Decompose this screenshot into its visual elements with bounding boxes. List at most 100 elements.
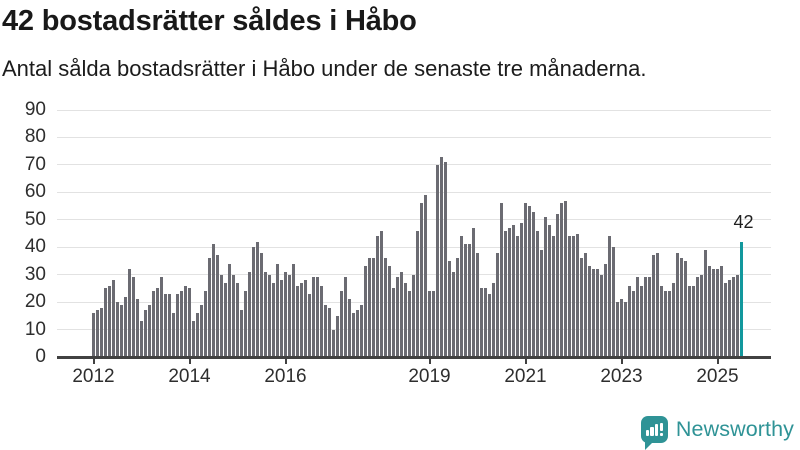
bar xyxy=(644,277,647,356)
bar xyxy=(252,247,255,356)
bar xyxy=(588,266,591,356)
bar xyxy=(216,255,219,356)
bar xyxy=(132,277,135,356)
bar xyxy=(688,285,691,356)
bar xyxy=(476,252,479,356)
bar xyxy=(556,214,559,356)
bar xyxy=(176,293,179,356)
bar xyxy=(480,288,483,356)
bar xyxy=(320,285,323,356)
speech-bubble-tail xyxy=(644,441,654,450)
bar xyxy=(112,280,115,356)
x-tick-mark xyxy=(620,358,623,364)
bar xyxy=(380,230,383,356)
bar xyxy=(296,285,299,356)
x-axis-line xyxy=(57,356,771,359)
bar xyxy=(360,304,363,356)
x-tick-mark xyxy=(188,358,191,364)
bar xyxy=(636,277,639,356)
gridline-70 xyxy=(57,164,771,166)
gridline-50 xyxy=(57,219,771,221)
bar xyxy=(416,230,419,356)
bar xyxy=(716,269,719,356)
bar xyxy=(240,310,243,356)
bar xyxy=(392,288,395,356)
bar xyxy=(144,310,147,356)
y-tick-label: 60 xyxy=(24,181,46,203)
bar xyxy=(568,236,571,356)
bar xyxy=(436,164,439,356)
bar xyxy=(608,236,611,356)
bar xyxy=(108,285,111,356)
bar xyxy=(708,266,711,356)
bar xyxy=(332,329,335,356)
x-tick-label: 2016 xyxy=(264,366,307,387)
bar xyxy=(172,313,175,356)
bar xyxy=(124,296,127,356)
bar xyxy=(724,282,727,356)
x-tick-mark xyxy=(92,358,95,364)
bar xyxy=(312,277,315,356)
y-tick-label: 20 xyxy=(24,291,46,313)
bar xyxy=(100,307,103,356)
bar xyxy=(424,195,427,356)
bar xyxy=(508,228,511,356)
bar xyxy=(264,271,267,356)
gridline-90 xyxy=(57,109,771,111)
value-annotation: 42 xyxy=(733,211,754,232)
x-tick-mark xyxy=(524,358,527,364)
bar xyxy=(528,206,531,356)
bar xyxy=(524,203,527,356)
bar xyxy=(440,156,443,356)
bar xyxy=(516,236,519,356)
bar xyxy=(684,260,687,356)
bar xyxy=(232,274,235,356)
bar xyxy=(492,282,495,356)
bar xyxy=(388,266,391,356)
y-tick-label: 10 xyxy=(24,318,46,340)
bar xyxy=(692,285,695,356)
highlighted-bar xyxy=(740,241,743,356)
bar xyxy=(448,260,451,356)
bar xyxy=(276,263,279,356)
x-tick-label: 2023 xyxy=(600,366,643,387)
y-tick-label: 30 xyxy=(24,263,46,285)
bar xyxy=(168,293,171,356)
bar xyxy=(164,293,167,356)
bar xyxy=(192,321,195,356)
y-tick-label: 90 xyxy=(24,99,46,120)
bar xyxy=(352,313,355,356)
x-tick-label: 2019 xyxy=(408,366,451,387)
x-tick-label: 2025 xyxy=(696,366,739,387)
bar xyxy=(256,241,259,356)
bar xyxy=(212,244,215,356)
bar xyxy=(188,288,191,356)
bar xyxy=(204,291,207,356)
bar xyxy=(472,228,475,356)
bar xyxy=(288,274,291,356)
bar xyxy=(604,263,607,356)
bar xyxy=(136,299,139,356)
newsworthy-wordmark: Newsworthy xyxy=(675,417,794,441)
bar xyxy=(520,222,523,356)
bar xyxy=(616,302,619,356)
bar xyxy=(536,230,539,356)
x-tick-mark xyxy=(284,358,287,364)
chart-subtitle: Antal sålda bostadsrätter i Håbo under d… xyxy=(2,55,647,81)
bar xyxy=(620,299,623,356)
bar xyxy=(460,236,463,356)
bar xyxy=(152,291,155,356)
bar xyxy=(484,288,487,356)
bar xyxy=(272,282,275,356)
newsworthy-speech-bubble-chart-icon xyxy=(640,416,668,450)
bar xyxy=(540,249,543,356)
x-tick-label: 2012 xyxy=(72,366,115,387)
bar xyxy=(488,293,491,356)
bar xyxy=(720,266,723,356)
newsworthy-logo[interactable]: Newsworthy xyxy=(640,416,794,450)
bar xyxy=(184,285,187,356)
gridline-60 xyxy=(57,191,771,193)
y-tick-label: 80 xyxy=(24,126,46,148)
bar xyxy=(128,269,131,356)
bar xyxy=(564,200,567,356)
